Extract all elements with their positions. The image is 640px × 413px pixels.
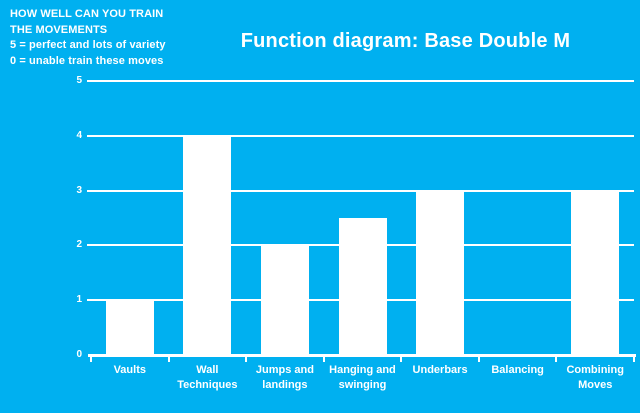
x-axis-tick-1	[167, 357, 170, 362]
x-category-label-2: Wall Techniques	[177, 364, 238, 391]
y-axis-tick-label-3: 3	[76, 184, 82, 196]
x-axis-tick-0	[90, 357, 92, 362]
annotation-line-2: THE MOVEMENTS	[10, 23, 108, 36]
gridline-3	[87, 189, 634, 192]
x-axis-tick-6	[555, 357, 558, 362]
x-category-label-6: Balancing	[491, 364, 544, 376]
annotation-line-4: 0 = unable train these moves	[10, 54, 164, 67]
y-axis-tick-label-2: 2	[76, 239, 82, 251]
x-axis-tick-3	[322, 357, 325, 362]
chart-annotation: HOW WELL CAN YOU TRAIN THE MOVEMENTS 5 =…	[10, 7, 166, 69]
y-axis-tick-label-1: 1	[76, 294, 82, 306]
gridline-5	[87, 80, 634, 82]
bar-2	[183, 135, 232, 354]
x-axis-line	[88, 354, 636, 357]
annotation-line-1: HOW WELL CAN YOU TRAIN	[10, 8, 164, 20]
y-axis-tick-label-0: 0	[76, 349, 82, 360]
x-axis-tick-7	[633, 357, 635, 362]
x-category-label-3: Jumps and landings	[255, 364, 314, 391]
y-axis-tick-label-4: 4	[76, 129, 82, 141]
y-axis-tick-label-5: 5	[76, 75, 82, 86]
x-category-label-1: Vaults	[113, 364, 146, 376]
x-axis-tick-4	[400, 357, 403, 362]
bar-4	[338, 218, 387, 354]
bar-3	[260, 245, 309, 354]
x-category-label-7: Combining Moves	[566, 364, 624, 391]
x-axis-tick-2	[245, 357, 248, 362]
x-axis-tick-5	[477, 357, 480, 362]
x-category-label-4: Hanging and swinging	[329, 364, 396, 391]
chart-title: Function diagram: Base Double M	[240, 30, 571, 52]
bar-7	[571, 190, 620, 354]
annotation-line-3: 5 = perfect and lots of variety	[10, 39, 166, 51]
x-category-label-5: Underbars	[412, 364, 468, 376]
bar-1	[105, 300, 154, 354]
gridline-4	[87, 134, 634, 137]
bar-5	[416, 190, 465, 354]
